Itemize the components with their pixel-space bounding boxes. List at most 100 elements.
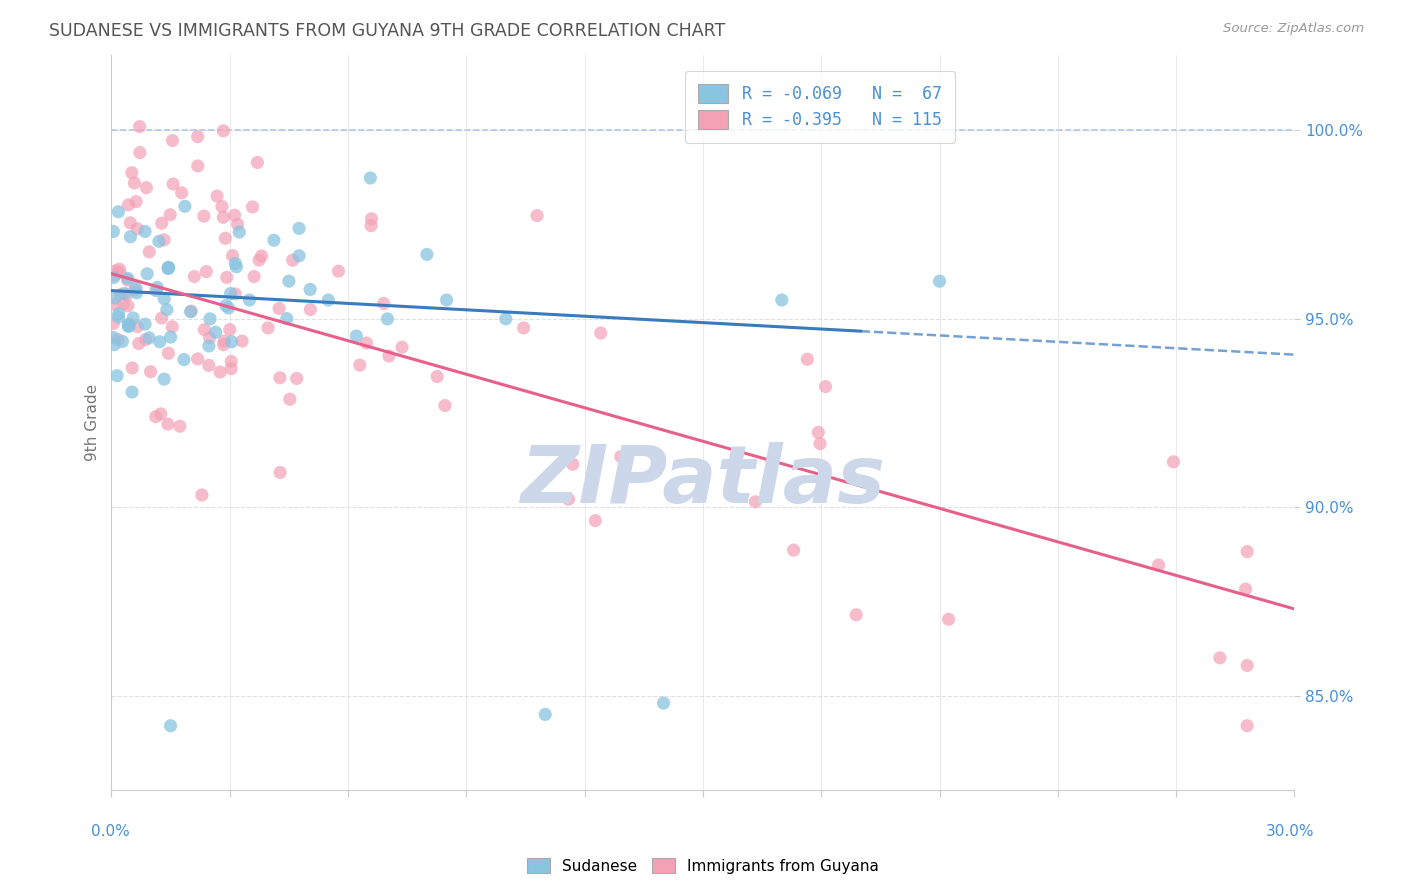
- Point: [221, 334, 243, 349]
- Point: [187, 159, 209, 173]
- Point: [276, 311, 298, 326]
- Point: [796, 352, 818, 367]
- Point: [121, 166, 143, 180]
- Point: [146, 280, 169, 294]
- Point: [169, 419, 191, 434]
- Point: [359, 170, 381, 185]
- Point: [1163, 455, 1185, 469]
- Point: [110, 287, 132, 301]
- Point: [299, 302, 322, 317]
- Point: [219, 354, 242, 368]
- Point: [1234, 582, 1257, 596]
- Point: [512, 321, 534, 335]
- Point: [198, 330, 221, 344]
- Point: [187, 351, 209, 366]
- Point: [117, 318, 139, 332]
- Point: [269, 466, 291, 480]
- Point: [212, 124, 235, 138]
- Y-axis label: 9th Grade: 9th Grade: [86, 384, 100, 461]
- Point: [770, 293, 793, 307]
- Point: [162, 177, 184, 191]
- Point: [103, 337, 125, 351]
- Point: [221, 249, 243, 263]
- Point: [269, 301, 291, 316]
- Point: [814, 379, 837, 393]
- Point: [269, 371, 291, 385]
- Text: ZIPatlas: ZIPatlas: [520, 442, 886, 520]
- Point: [278, 392, 301, 407]
- Point: [212, 211, 235, 225]
- Point: [128, 336, 150, 351]
- Point: [138, 331, 160, 345]
- Point: [156, 302, 179, 317]
- Point: [162, 134, 184, 148]
- Point: [127, 222, 149, 236]
- Point: [224, 256, 246, 270]
- Point: [153, 292, 176, 306]
- Point: [103, 330, 125, 344]
- Point: [214, 334, 236, 348]
- Point: [224, 208, 246, 222]
- Point: [219, 361, 242, 376]
- Point: [134, 224, 156, 238]
- Point: [589, 326, 612, 340]
- Point: [136, 267, 159, 281]
- Point: [117, 198, 139, 212]
- Point: [219, 286, 242, 301]
- Point: [426, 369, 449, 384]
- Point: [148, 235, 170, 249]
- Point: [120, 216, 142, 230]
- Point: [191, 488, 214, 502]
- Point: [145, 284, 167, 298]
- Point: [159, 208, 181, 222]
- Point: [150, 216, 173, 230]
- Point: [111, 334, 134, 349]
- Point: [108, 262, 131, 277]
- Point: [125, 285, 148, 300]
- Point: [224, 287, 246, 301]
- Point: [150, 310, 173, 325]
- Point: [193, 323, 215, 337]
- Point: [246, 155, 269, 169]
- Point: [195, 264, 218, 278]
- Point: [127, 319, 149, 334]
- Point: [104, 268, 127, 282]
- Legend: Sudanese, Immigrants from Guyana: Sudanese, Immigrants from Guyana: [520, 852, 886, 880]
- Point: [225, 260, 247, 274]
- Point: [209, 365, 232, 379]
- Point: [204, 326, 226, 340]
- Point: [281, 253, 304, 268]
- Point: [231, 334, 253, 348]
- Point: [242, 200, 264, 214]
- Point: [1236, 658, 1258, 673]
- Point: [744, 495, 766, 509]
- Point: [149, 334, 172, 349]
- Point: [112, 297, 135, 311]
- Point: [1147, 558, 1170, 573]
- Point: [928, 274, 950, 288]
- Point: [263, 233, 285, 247]
- Point: [115, 287, 138, 301]
- Legend: R = -0.069   N =  67, R = -0.395   N = 115: R = -0.069 N = 67, R = -0.395 N = 115: [685, 70, 955, 143]
- Point: [117, 319, 139, 334]
- Point: [534, 707, 557, 722]
- Point: [120, 229, 142, 244]
- Point: [212, 337, 235, 351]
- Point: [344, 329, 367, 343]
- Point: [159, 719, 181, 733]
- Point: [247, 252, 270, 267]
- Point: [125, 281, 148, 295]
- Point: [1236, 544, 1258, 558]
- Point: [277, 274, 299, 288]
- Point: [138, 244, 160, 259]
- Point: [156, 261, 179, 276]
- Point: [250, 249, 273, 263]
- Point: [117, 299, 139, 313]
- Point: [104, 291, 127, 305]
- Point: [157, 346, 180, 360]
- Text: 30.0%: 30.0%: [1267, 824, 1315, 838]
- Point: [104, 264, 127, 278]
- Point: [128, 120, 150, 134]
- Point: [198, 359, 221, 373]
- Point: [226, 217, 249, 231]
